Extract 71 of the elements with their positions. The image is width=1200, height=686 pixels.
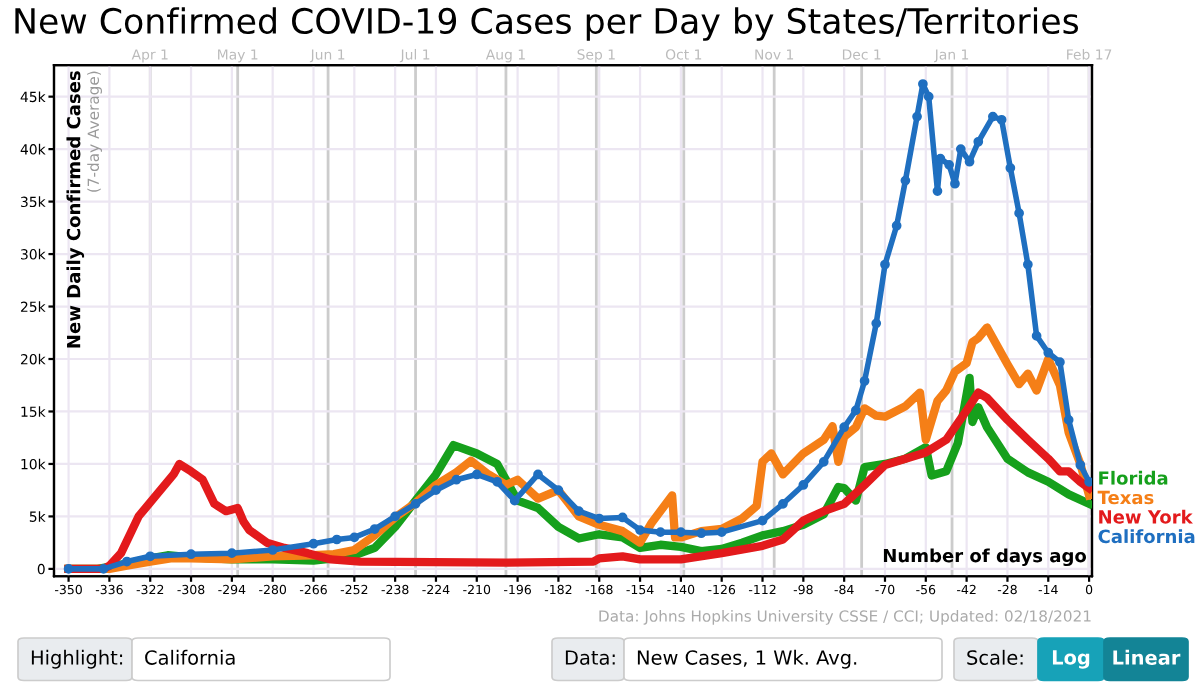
text: Scale: — [967, 649, 1023, 665]
point — [267, 545, 278, 555]
point — [859, 376, 870, 386]
text: Highlight: — [31, 649, 123, 669]
point — [880, 259, 890, 270]
point — [471, 469, 482, 480]
point — [451, 474, 462, 485]
point — [778, 498, 788, 509]
point — [676, 527, 686, 538]
point — [186, 549, 196, 560]
point — [918, 79, 928, 89]
point — [594, 513, 605, 524]
point — [369, 524, 380, 534]
point — [1084, 476, 1092, 487]
point — [696, 528, 707, 539]
point — [655, 527, 666, 538]
point — [996, 114, 1007, 125]
point — [63, 564, 74, 574]
point — [988, 111, 998, 122]
point — [1014, 208, 1024, 218]
text: California — [145, 649, 235, 665]
text: Log — [1052, 650, 1090, 669]
point — [617, 512, 628, 523]
series-label: New York — [1099, 509, 1193, 524]
text: New Cases, 1 Wk. Avg. — [637, 649, 857, 669]
text: Data: — [565, 650, 615, 665]
point — [839, 422, 850, 433]
point — [716, 527, 727, 538]
point — [944, 160, 954, 170]
point — [1022, 259, 1033, 270]
point — [871, 318, 882, 329]
text: Linear — [1113, 649, 1181, 665]
point — [818, 456, 829, 467]
point — [1075, 460, 1086, 470]
point — [122, 556, 132, 567]
point — [390, 511, 400, 522]
point — [955, 144, 966, 154]
point — [331, 534, 342, 545]
point — [1043, 347, 1054, 358]
point — [1005, 163, 1016, 173]
point — [1031, 331, 1042, 341]
point — [891, 220, 902, 231]
point — [850, 405, 861, 416]
chart-title: New Confirmed COVID-19 Cases per Day by States/Territories — [15, 7, 1079, 41]
point — [923, 91, 934, 102]
point — [431, 485, 441, 496]
point — [98, 564, 109, 574]
point — [509, 495, 520, 506]
point — [492, 476, 503, 487]
point — [349, 532, 360, 543]
point — [573, 506, 584, 517]
point — [635, 525, 645, 535]
point — [900, 175, 911, 186]
point — [1063, 415, 1074, 425]
series-label: Texas — [1097, 490, 1154, 505]
point — [410, 498, 421, 509]
point — [1055, 357, 1065, 368]
text: California — [1098, 529, 1195, 544]
point — [798, 480, 809, 490]
point — [227, 548, 237, 559]
y-axis-title: New Daily Confirmed Cases — [66, 71, 85, 348]
point — [308, 538, 319, 549]
point — [757, 515, 768, 526]
point — [973, 136, 984, 147]
x-axis-title: Number of days ago — [883, 548, 1087, 567]
point — [145, 551, 156, 562]
point — [912, 111, 922, 122]
point — [932, 186, 943, 196]
series-label: Florida — [1099, 470, 1168, 485]
point — [553, 485, 564, 496]
point — [533, 469, 543, 480]
